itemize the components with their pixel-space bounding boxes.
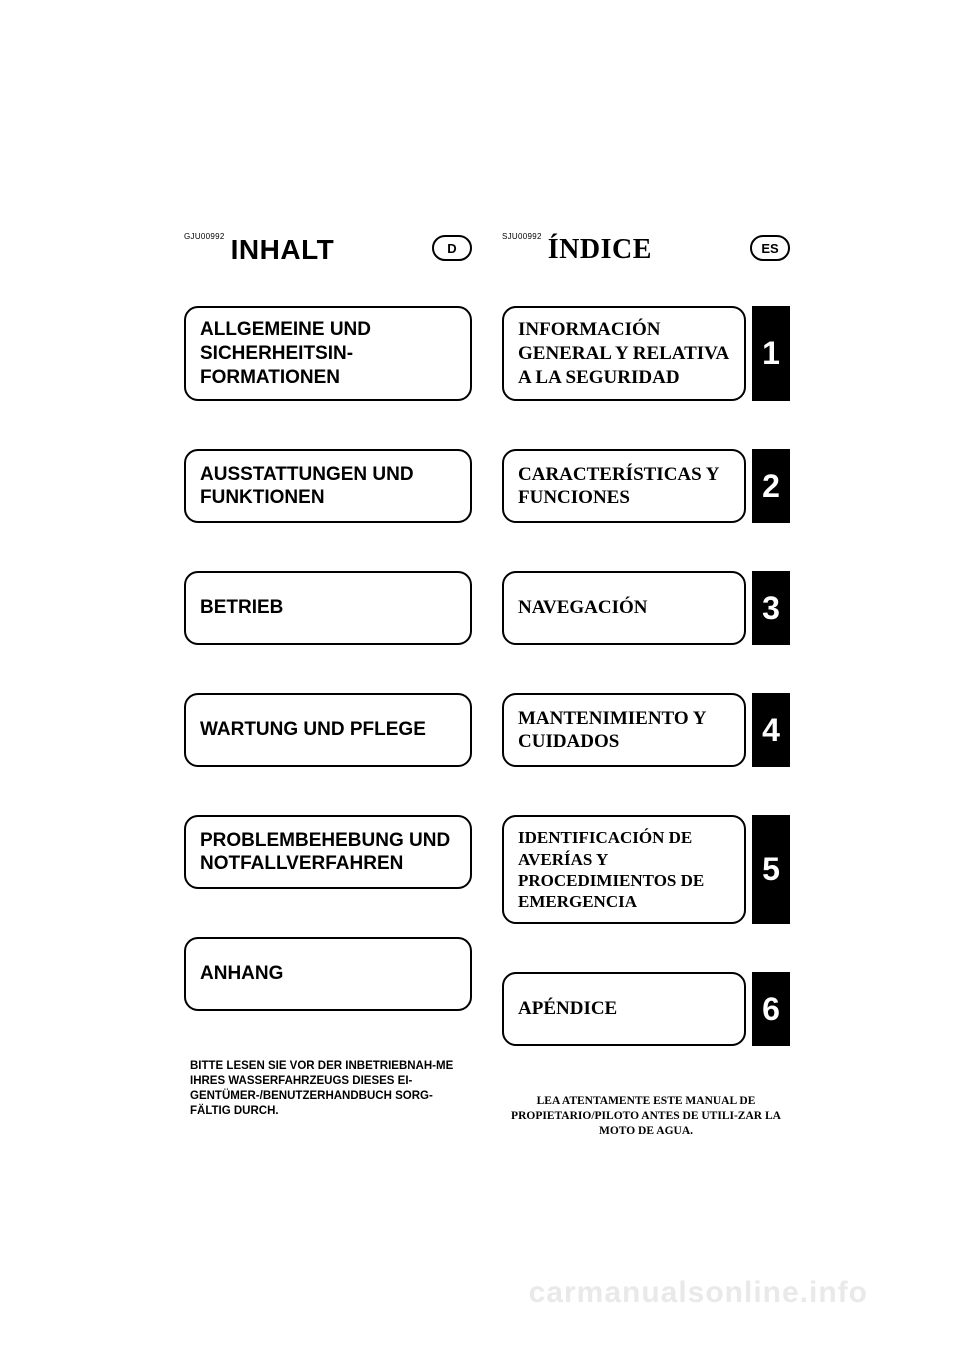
left-section-row-6: ANHANG <box>184 937 472 1011</box>
right-section-row-1: INFORMACIÓN GENERAL Y RELATIVA A LA SEGU… <box>502 306 790 401</box>
right-section-row-6: APÉNDICE 6 <box>502 972 790 1046</box>
left-footnote: BITTE LESEN SIE VOR DER INBETRIEBNAH-ME … <box>184 1059 472 1119</box>
right-title: ÍNDICE <box>548 234 652 266</box>
left-section-row-1: ALLGEMEINE UND SICHERHEITSIN-FORMATIONEN <box>184 306 472 401</box>
left-section-row-3: BETRIEB <box>184 571 472 645</box>
left-section-1: ALLGEMEINE UND SICHERHEITSIN-FORMATIONEN <box>184 306 472 401</box>
right-section-1: INFORMACIÓN GENERAL Y RELATIVA A LA SEGU… <box>502 306 746 401</box>
two-column-layout: GJU00992 INHALT D ALLGEMEINE UND SICHERH… <box>184 230 790 1139</box>
right-section-row-5: IDENTIFICACIÓN DE AVERÍAS Y PROCEDIMIENT… <box>502 815 790 924</box>
left-section-6: ANHANG <box>184 937 472 1011</box>
tab-6: 6 <box>752 972 790 1046</box>
tab-2: 2 <box>752 449 790 523</box>
tab-3: 3 <box>752 571 790 645</box>
left-section-5: PROBLEMBEHEBUNG UND NOTFALLVERFAHREN <box>184 815 472 889</box>
right-section-4: MANTENIMIENTO Y CUIDADOS <box>502 693 746 767</box>
left-lang-badge: D <box>432 235 472 261</box>
right-code: SJU00992 <box>502 232 542 241</box>
left-section-2: AUSSTATTUNGEN UND FUNKTIONEN <box>184 449 472 523</box>
watermark: carmanualsonline.info <box>529 1276 868 1310</box>
right-section-row-2: CARACTERÍSTICAS Y FUNCIONES 2 <box>502 449 790 523</box>
right-section-2: CARACTERÍSTICAS Y FUNCIONES <box>502 449 746 523</box>
left-code: GJU00992 <box>184 232 225 241</box>
left-section-row-5: PROBLEMBEHEBUNG UND NOTFALLVERFAHREN <box>184 815 472 889</box>
left-section-4: WARTUNG UND PFLEGE <box>184 693 472 767</box>
right-section-row-4: MANTENIMIENTO Y CUIDADOS 4 <box>502 693 790 767</box>
left-column-german: GJU00992 INHALT D ALLGEMEINE UND SICHERH… <box>184 230 472 1139</box>
left-section-row-4: WARTUNG UND PFLEGE <box>184 693 472 767</box>
tab-4: 4 <box>752 693 790 767</box>
left-title: INHALT <box>231 234 335 266</box>
right-column-spanish: SJU00992 ÍNDICE ES INFORMACIÓN GENERAL Y… <box>502 230 790 1139</box>
right-lang-badge: ES <box>750 235 790 261</box>
tab-5: 5 <box>752 815 790 924</box>
left-header: GJU00992 INHALT D <box>184 230 472 270</box>
right-section-row-3: NAVEGACIÓN 3 <box>502 571 790 645</box>
manual-index-page: GJU00992 INHALT D ALLGEMEINE UND SICHERH… <box>0 0 960 1358</box>
left-section-row-2: AUSSTATTUNGEN UND FUNKTIONEN <box>184 449 472 523</box>
right-section-5: IDENTIFICACIÓN DE AVERÍAS Y PROCEDIMIENT… <box>502 815 746 924</box>
right-footnote: LEA ATENTAMENTE ESTE MANUAL DE PROPIETAR… <box>502 1094 790 1139</box>
tab-1: 1 <box>752 306 790 401</box>
right-header: SJU00992 ÍNDICE ES <box>502 230 790 270</box>
right-section-3: NAVEGACIÓN <box>502 571 746 645</box>
left-section-3: BETRIEB <box>184 571 472 645</box>
right-section-6: APÉNDICE <box>502 972 746 1046</box>
